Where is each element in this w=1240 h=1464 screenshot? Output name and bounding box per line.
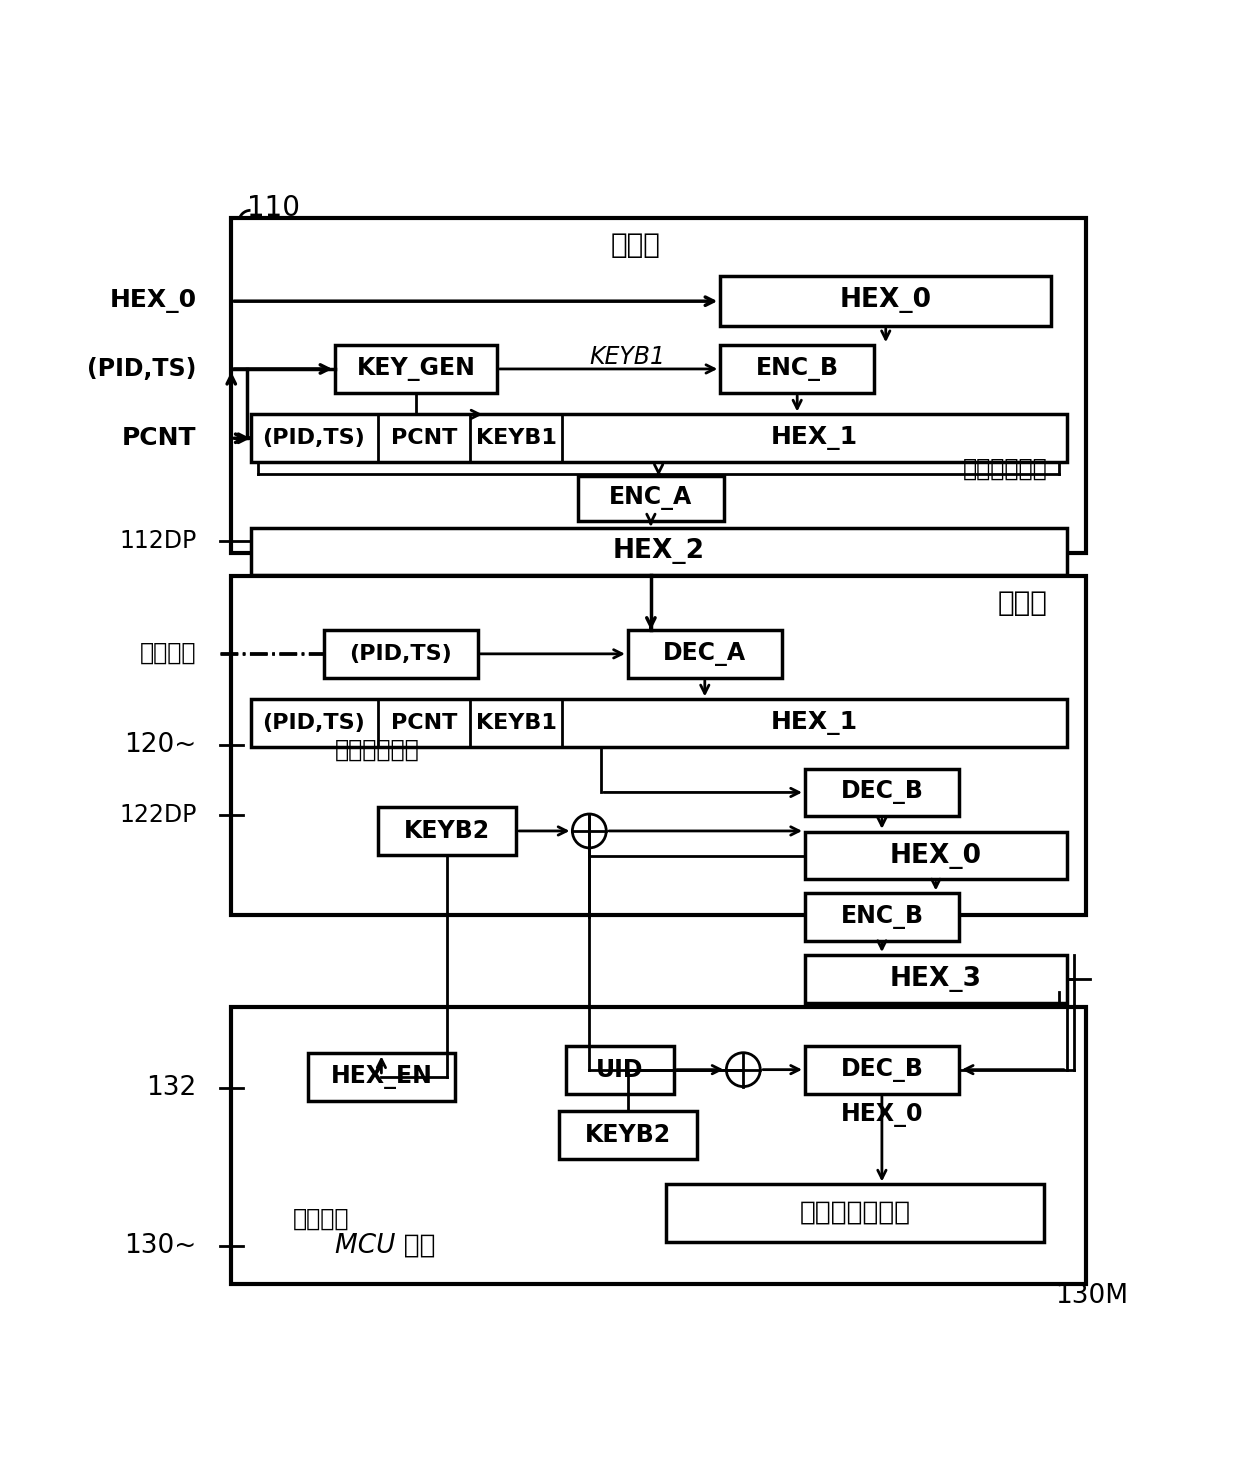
Text: HEX_1: HEX_1 [770,426,858,451]
Text: HEX_0: HEX_0 [109,290,197,313]
Bar [578,476,724,521]
Text: 刻录器: 刻录器 [997,589,1048,616]
Text: 保护电路: 保护电路 [293,1206,350,1231]
Text: ENC_B: ENC_B [841,905,924,930]
Bar [805,893,959,941]
Text: 编码器: 编码器 [610,231,661,259]
Text: HEX_0: HEX_0 [890,843,982,868]
Text: UID: UID [596,1057,644,1082]
Text: KEYB2: KEYB2 [404,818,490,843]
Bar [720,346,874,392]
Bar [567,1045,675,1094]
Text: DEC_B: DEC_B [841,1057,924,1082]
Text: HEX_2: HEX_2 [613,539,704,565]
Bar [231,575,1086,915]
Bar [805,769,959,817]
Text: (PID,TS): (PID,TS) [87,357,197,381]
Bar [377,807,516,855]
Text: KEYB1: KEYB1 [590,344,666,369]
Text: 数据处理电路: 数据处理电路 [335,738,420,761]
Text: KEYB2: KEYB2 [585,1123,671,1148]
Bar [805,832,1066,880]
Text: PCNT: PCNT [391,429,456,448]
Bar [324,630,477,678]
Text: DEC_A: DEC_A [663,641,746,666]
Text: 110: 110 [247,195,300,223]
Text: (PID,TS): (PID,TS) [263,429,365,448]
Text: 112DP: 112DP [119,530,197,553]
Text: ENC_B: ENC_B [755,357,838,381]
Text: KEYB1: KEYB1 [476,713,557,733]
Bar [250,529,1066,574]
Text: KEYB1: KEYB1 [476,429,557,448]
Text: 132: 132 [146,1075,197,1101]
Text: (PID,TS): (PID,TS) [263,713,365,733]
Bar [666,1184,1044,1241]
Bar [250,700,1066,747]
Bar [250,414,1066,463]
Text: HEX_0: HEX_0 [839,287,931,313]
Text: HEX_1: HEX_1 [770,712,858,735]
Text: ENC_A: ENC_A [609,486,692,511]
Text: PCNT: PCNT [122,426,197,451]
Text: MCU 芯片: MCU 芯片 [335,1233,435,1259]
Text: KEY_GEN: KEY_GEN [357,357,475,381]
Bar [243,615,1074,903]
Bar [805,1045,959,1094]
Text: HEX_3: HEX_3 [890,966,982,991]
Text: HEX_0: HEX_0 [841,1102,923,1127]
Bar [627,630,781,678]
Bar [231,218,1086,553]
Bar [243,1023,1074,1231]
Text: 种子文档: 种子文档 [140,641,197,665]
Bar [309,1054,455,1101]
Bar [243,261,1074,537]
Text: PCNT: PCNT [391,713,456,733]
Bar [335,346,497,392]
Text: 120~: 120~ [124,732,197,758]
Text: 130~: 130~ [124,1233,197,1259]
Text: 数据处理电路: 数据处理电路 [962,457,1048,480]
Text: 122DP: 122DP [119,802,197,827]
Text: DEC_B: DEC_B [841,780,924,804]
Bar [805,955,1066,1003]
Text: (PID,TS): (PID,TS) [350,644,453,663]
Bar [720,275,1052,326]
Text: 130M: 130M [1055,1282,1128,1309]
Text: HEX_EN: HEX_EN [331,1066,433,1089]
Bar [558,1111,697,1159]
Text: 非易失性存储器: 非易失性存储器 [800,1200,910,1225]
Bar [231,1007,1086,1284]
